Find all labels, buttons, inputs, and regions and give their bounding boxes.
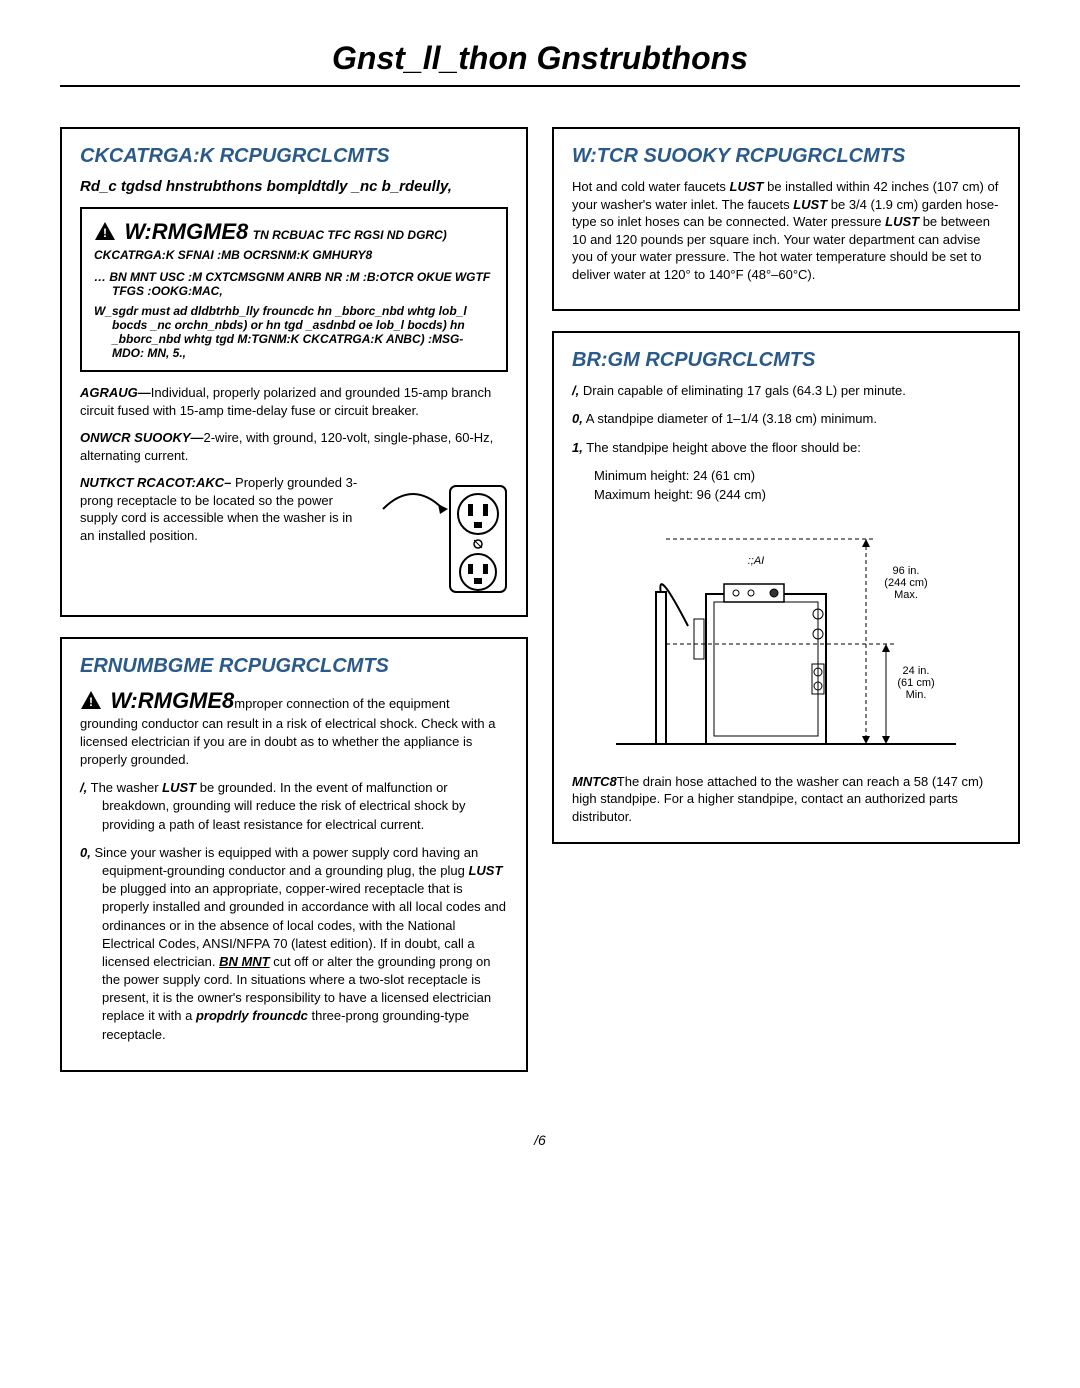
right-column: W:TCR SUOOKY RCPUGRCLCMTS Hot and cold w… (552, 127, 1020, 1092)
grounding-item-1: /, The washer LUST be grounded. In the e… (80, 779, 508, 834)
power-label: ONWCR SUOOKY— (80, 430, 204, 445)
warning-bullet-2: W_sgdr must ad dldbtrhb_lly frouncdc hn … (94, 304, 494, 360)
warning-bullet-1: … BN MNT USC :M CXTCMSGNM ANRB NR :M :B:… (94, 270, 494, 298)
item1-pre: The washer (91, 780, 163, 795)
columns: CKCATRGA:K RCPUGRCLCMTS Rd_c tgdsd hnstr… (60, 127, 1020, 1092)
svg-text:!: ! (103, 226, 107, 240)
water-heading: W:TCR SUOOKY RCPUGRCLCMTS (572, 145, 1000, 168)
item2-marker: 0, (80, 845, 91, 860)
warning-head: W:RMGME8 (124, 219, 248, 244)
w-must1: LUST (730, 179, 764, 194)
drain-item-3: 1, The standpipe height above the floor … (572, 439, 1000, 457)
grounding-list: /, The washer LUST be grounded. In the e… (80, 779, 508, 1044)
electrical-section: CKCATRGA:K RCPUGRCLCMTS Rd_c tgdsd hnstr… (60, 127, 528, 617)
page-title: Gnst_ll_thon Gnstrubthons (60, 40, 1020, 87)
outlet-icon (378, 474, 508, 599)
warning-line1: ! W:RMGME8 TN RCBUAC TFC RGSI ND DGRC) C… (94, 219, 494, 264)
d2-marker: 0, (572, 411, 583, 426)
drain-item-2: 0, A standpipe diameter of 1–1/4 (3.18 c… (572, 410, 1000, 428)
svg-text:Min.: Min. (906, 689, 927, 701)
item2-donot: BN MNT (219, 954, 270, 969)
svg-text:24 in.: 24 in. (903, 665, 930, 677)
diagram-back-label: :;AI (748, 555, 765, 567)
item2-pg: propdrly frouncdc (196, 1008, 308, 1023)
drain-note: MNTC8The drain hose attached to the wash… (572, 773, 1000, 826)
item1-marker: /, (80, 780, 87, 795)
svg-text:!: ! (89, 695, 93, 709)
grounding-heading: ERNUMBGME RCPUGRCLCMTS (80, 655, 508, 678)
outlet-text: NUTKCT RCACOT:AKC– Properly grounded 3-p… (80, 474, 368, 544)
drain-min: Minimum height: 24 (61 cm) (594, 467, 1000, 485)
warning-icon: ! (80, 690, 102, 715)
w-p1a: Hot and cold water faucets (572, 179, 730, 194)
d2-text: A standpipe diameter of 1–1/4 (3.18 cm) … (586, 411, 877, 426)
w-must3: LUST (885, 214, 919, 229)
water-section: W:TCR SUOOKY RCPUGRCLCMTS Hot and cold w… (552, 127, 1020, 311)
left-column: CKCATRGA:K RCPUGRCLCMTS Rd_c tgdsd hnstr… (60, 127, 528, 1092)
item2-must: LUST (468, 863, 502, 878)
item1-must: LUST (162, 780, 196, 795)
warning-icon: ! (94, 221, 116, 246)
d1-marker: /, (572, 383, 579, 398)
svg-text:(61 cm): (61 cm) (897, 677, 934, 689)
drain-list: /, Drain capable of eliminating 17 gals … (572, 382, 1000, 457)
grounding-section: ERNUMBGME RCPUGRCLCMTS ! W:RMGME8mproper… (60, 637, 528, 1072)
electrical-subtitle: Rd_c tgdsd hnstrubthons bompldtdly _nc b… (80, 178, 508, 195)
electrical-warning-box: ! W:RMGME8 TN RCBUAC TFC RGSI ND DGRC) C… (80, 207, 508, 372)
standpipe-diagram: :;AI 96 in. (244 cm) Max. 24 in. (61 cm) (572, 514, 1000, 759)
circuit-label: AGRAUG— (80, 385, 151, 400)
drain-max: Maximum height: 96 (244 cm) (594, 486, 1000, 504)
grounding-item-2: 0, Since your washer is equipped with a … (80, 844, 508, 1044)
electrical-heading: CKCATRGA:K RCPUGRCLCMTS (80, 145, 508, 168)
note-lead: MNTC8 (572, 774, 617, 789)
drain-section: BR:GM RCPUGRCLCMTS /, Drain capable of e… (552, 331, 1020, 843)
svg-text:(244 cm): (244 cm) (884, 577, 927, 589)
circuit-text: AGRAUG—Individual, properly polarized an… (80, 384, 508, 419)
power-text: ONWCR SUOOKY—2-wire, with ground, 120-vo… (80, 429, 508, 464)
grounding-warn-head: W:RMGME8 (110, 688, 234, 713)
d3-marker: 1, (572, 440, 583, 455)
svg-text:96 in.: 96 in. (893, 565, 920, 577)
item2-pre: Since your washer is equipped with a pow… (94, 845, 478, 878)
svg-text:Max.: Max. (894, 589, 918, 601)
note-body: The drain hose attached to the washer ca… (572, 774, 983, 824)
water-body: Hot and cold water faucets LUST be insta… (572, 178, 1000, 283)
drain-item-1: /, Drain capable of eliminating 17 gals … (572, 382, 1000, 400)
d1-text: Drain capable of eliminating 17 gals (64… (583, 383, 906, 398)
drain-heading: BR:GM RCPUGRCLCMTS (572, 349, 1000, 372)
d3-text: The standpipe height above the floor sho… (586, 440, 861, 455)
outlet-label: NUTKCT RCACOT:AKC– (80, 475, 231, 490)
w-must2: LUST (793, 197, 827, 212)
grounding-warning: ! W:RMGME8mproper connection of the equi… (80, 688, 508, 769)
page-number: /6 (60, 1132, 1020, 1148)
outlet-row: NUTKCT RCACOT:AKC– Properly grounded 3-p… (80, 474, 508, 599)
